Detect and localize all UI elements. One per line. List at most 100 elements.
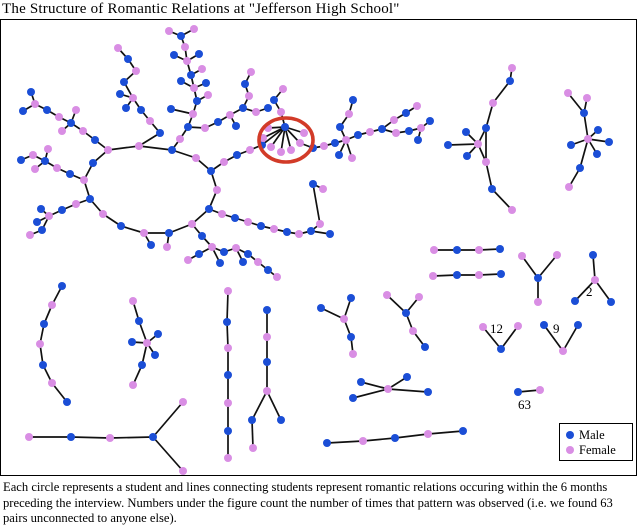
relation-edge xyxy=(280,126,286,153)
relation-edge xyxy=(500,325,519,350)
student-node-male xyxy=(193,97,201,105)
student-node-male xyxy=(482,124,490,132)
student-node-female xyxy=(146,117,154,125)
student-node-female xyxy=(277,108,285,116)
student-node-female xyxy=(591,276,599,284)
student-node-female xyxy=(189,110,197,118)
page-title: The Structure of Romantic Relations at "… xyxy=(2,1,400,17)
student-node-male xyxy=(27,88,35,96)
student-node-female xyxy=(479,323,487,331)
student-node-female xyxy=(482,158,490,166)
student-node-male xyxy=(421,343,429,351)
student-node-female xyxy=(534,298,542,306)
student-node-male xyxy=(402,309,410,317)
student-node-female xyxy=(584,135,592,143)
student-node-male xyxy=(39,361,47,369)
student-node-female xyxy=(80,176,88,184)
student-node-female xyxy=(252,108,260,116)
student-node-male xyxy=(184,123,192,131)
student-node-female xyxy=(489,99,497,107)
student-node-male xyxy=(67,433,75,441)
student-node-male xyxy=(41,157,49,165)
relation-edge xyxy=(107,145,140,151)
student-node-male xyxy=(594,126,602,134)
relation-edge xyxy=(138,132,161,147)
student-node-male xyxy=(459,427,467,435)
relation-edge xyxy=(109,436,154,439)
student-node-male xyxy=(326,230,334,238)
student-node-female xyxy=(249,444,257,452)
student-node-male xyxy=(231,214,239,222)
student-node-male xyxy=(270,96,278,104)
student-node-male xyxy=(347,294,355,302)
relation-edge xyxy=(432,274,458,277)
relation-edge xyxy=(152,436,184,472)
student-node-male xyxy=(137,106,145,114)
relation-edge xyxy=(574,279,596,302)
pattern-count-label: 2 xyxy=(586,284,593,299)
student-node-male xyxy=(116,90,124,98)
relation-edge xyxy=(320,307,345,320)
relation-edge xyxy=(270,126,286,148)
student-node-male xyxy=(117,222,125,230)
relation-edge xyxy=(482,326,502,350)
student-node-male xyxy=(168,146,176,154)
student-node-female xyxy=(72,106,80,114)
student-node-female xyxy=(129,297,137,305)
student-node-female xyxy=(224,344,232,352)
student-node-male xyxy=(354,131,362,139)
student-node-male xyxy=(391,434,399,442)
relation-edge xyxy=(447,143,479,146)
student-node-male xyxy=(67,119,75,127)
student-node-male xyxy=(151,351,159,359)
student-node-female xyxy=(277,148,285,156)
student-node-female xyxy=(316,220,324,228)
student-node-female xyxy=(475,271,483,279)
student-node-female xyxy=(270,225,278,233)
student-node-female xyxy=(192,154,200,162)
relation-edge xyxy=(537,254,558,279)
student-node-male xyxy=(17,156,25,164)
student-node-female xyxy=(366,128,374,136)
student-node-male xyxy=(91,136,99,144)
student-node-female xyxy=(226,111,234,119)
student-node-male xyxy=(138,361,146,369)
student-node-female xyxy=(106,434,114,442)
student-node-male xyxy=(165,229,173,237)
student-node-female xyxy=(224,287,232,295)
student-node-male xyxy=(307,227,315,235)
student-node-male xyxy=(607,298,615,306)
student-node-male xyxy=(580,109,588,117)
relation-edge xyxy=(491,188,513,211)
student-node-female xyxy=(55,113,63,121)
student-node-female xyxy=(320,142,328,150)
student-node-male xyxy=(257,222,265,230)
student-node-male xyxy=(497,345,505,353)
student-node-female xyxy=(224,399,232,407)
relation-edge xyxy=(261,126,286,146)
student-node-female xyxy=(300,129,308,137)
student-node-female xyxy=(224,454,232,462)
student-node-male xyxy=(574,321,582,329)
student-node-male xyxy=(207,167,215,175)
relation-edge xyxy=(70,436,111,439)
student-node-male xyxy=(488,185,496,193)
relation-edge xyxy=(360,381,389,390)
relation-edge xyxy=(592,254,596,281)
relation-edge xyxy=(266,390,282,421)
student-node-male xyxy=(402,109,410,117)
student-node-male xyxy=(214,118,222,126)
student-node-male xyxy=(336,123,344,131)
student-node-female xyxy=(536,386,544,394)
student-node-male xyxy=(605,138,613,146)
student-node-female xyxy=(514,322,522,330)
student-node-female xyxy=(559,347,567,355)
relation-edge xyxy=(226,321,229,349)
relation-edge xyxy=(120,225,145,234)
student-node-male xyxy=(263,306,271,314)
student-node-male xyxy=(444,141,452,149)
student-node-male xyxy=(233,151,241,159)
student-node-male xyxy=(224,371,232,379)
student-node-female xyxy=(184,256,192,264)
